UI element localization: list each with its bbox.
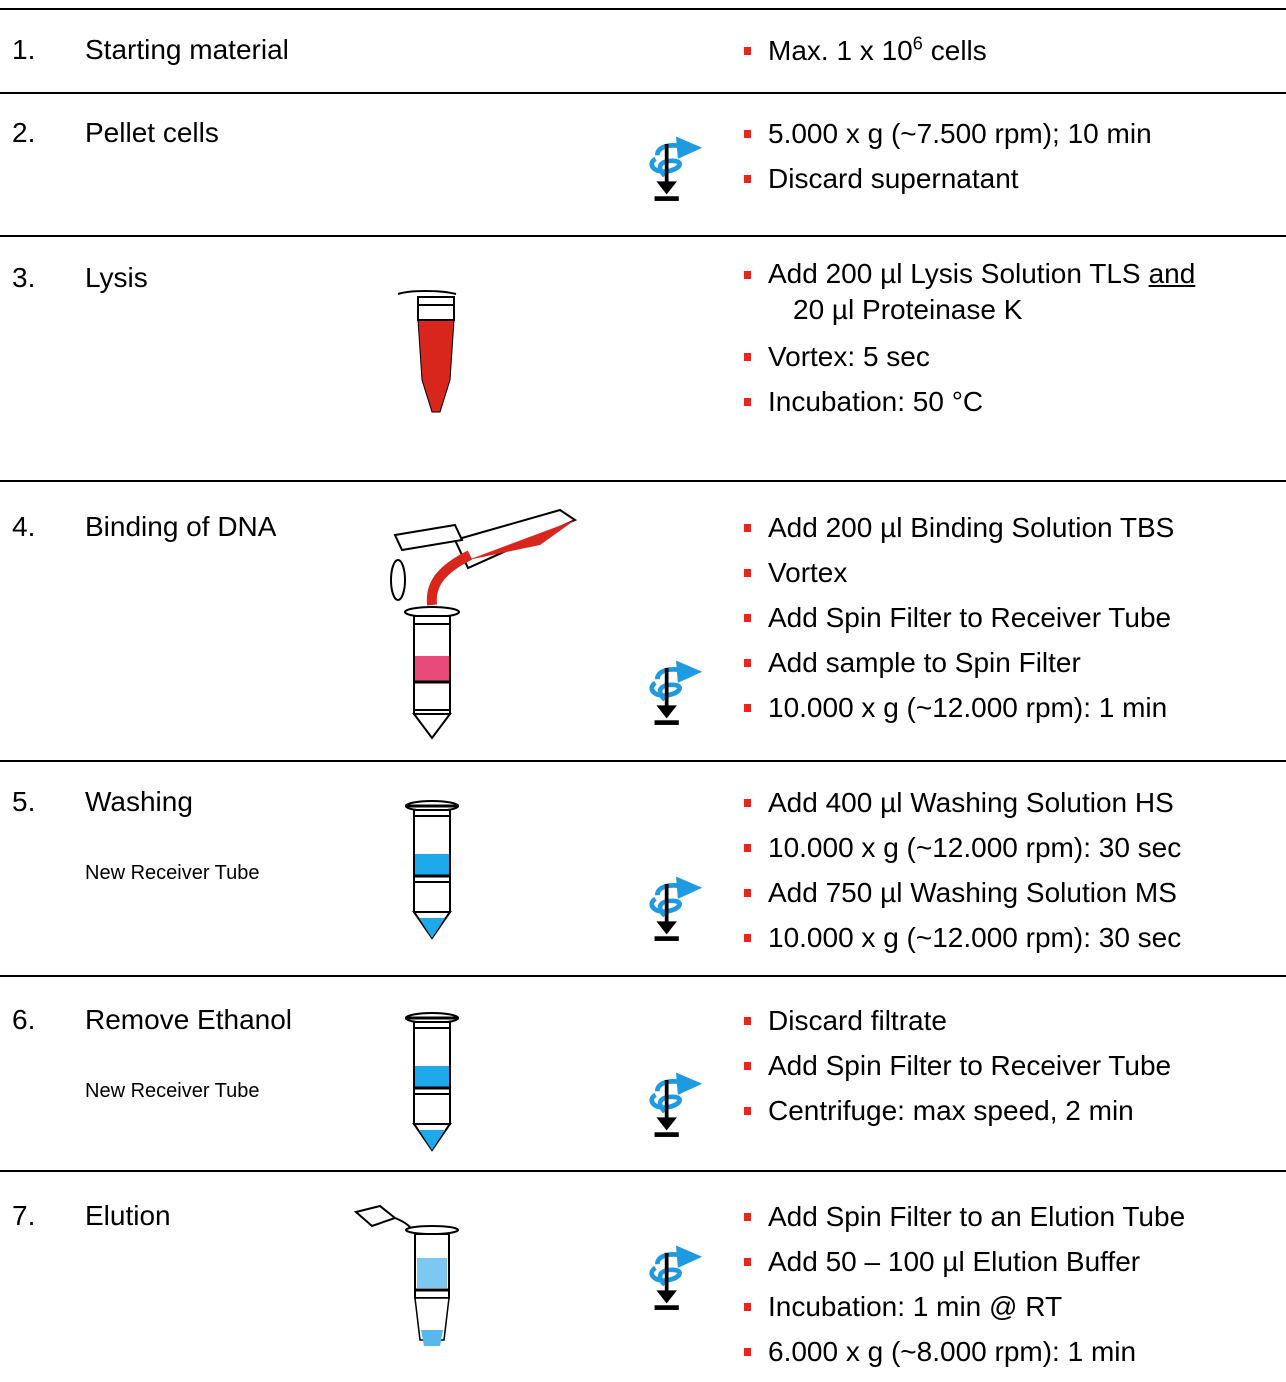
bullet: Add 50 – 100 µl Elution Buffer — [743, 1239, 1185, 1284]
bullet: Max. 1 x 106 cells — [744, 28, 987, 73]
step-number: 4. — [12, 511, 36, 542]
bullet-list: Add 200 µl Binding Solution TBS Vortex Add… — [743, 505, 1174, 730]
bullet: Add 200 µl Binding Solution TBS — [743, 505, 1174, 550]
bullet: Add 750 µl Washing Solution MS — [743, 870, 1181, 915]
step-title: Lysis — [85, 262, 148, 293]
bullet-text: 20 µl Proteinase K — [793, 294, 1023, 325]
step-note: New Receiver Tube — [85, 1080, 260, 1102]
rule — [0, 760, 1286, 762]
step-number: 2. — [12, 117, 36, 148]
rule — [0, 480, 1286, 482]
step-title: Binding of DNA — [85, 511, 277, 542]
bullet-text: Max. 1 x 10 — [768, 35, 913, 66]
bullet: Vortex: 5 sec — [743, 334, 1195, 379]
bullet: Discard filtrate — [743, 998, 1171, 1043]
step-title: Remove Ethanol — [85, 1004, 293, 1035]
underlined-text: and — [1148, 258, 1196, 289]
bullet-text: Add 200 µl Lysis Solution TLS — [768, 258, 1141, 289]
bullet: Add Spin Filter to Receiver Tube — [743, 595, 1174, 640]
bullet: 6.000 x g (~8.000 rpm): 1 min — [743, 1329, 1185, 1374]
bullet-list: Max. 1 x 106 cells — [744, 28, 987, 73]
bullet: Discard supernatant — [744, 156, 1152, 201]
bullet: Incubation: 50 °C — [743, 379, 1195, 424]
bullet-list: Discard filtrate Add Spin Filter to Recei… — [743, 998, 1171, 1133]
bullet-list: 5.000 x g (~7.500 rpm); 10 min Discard su… — [744, 111, 1152, 201]
bullet: 10.000 x g (~12.000 rpm): 1 min — [743, 685, 1174, 730]
bullet: Centrifuge: max speed, 2 min — [743, 1088, 1171, 1133]
step-number: 6. — [12, 1004, 36, 1035]
bullet-list: Add Spin Filter to an Elution Tube Add 50… — [743, 1194, 1185, 1374]
bullet: 10.000 x g (~12.000 rpm): 30 sec — [743, 825, 1181, 870]
rule — [0, 975, 1286, 977]
bullet-list: Add 200 µl Lysis Solution TLS and 20 µl Pr… — [743, 256, 1196, 424]
bullet: Add sample to Spin Filter — [743, 640, 1174, 685]
rule — [0, 1170, 1286, 1172]
step-number: 5. — [12, 786, 36, 817]
bullet: Add 400 µl Washing Solution HS — [743, 780, 1181, 825]
step-title: Elution — [85, 1200, 171, 1231]
rule — [0, 235, 1286, 237]
bullet: 5.000 x g (~7.500 rpm); 10 min — [744, 111, 1152, 156]
bullet: Add Spin Filter to Receiver Tube — [743, 1043, 1171, 1088]
step-number: 7. — [12, 1200, 36, 1231]
bullet-list: Add 400 µl Washing Solution HS 10.000 x g… — [743, 780, 1181, 960]
rule — [0, 8, 1286, 10]
bullet-text: cells — [930, 35, 987, 66]
rule — [0, 92, 1286, 94]
step-number: 3. — [12, 262, 36, 293]
step-title: Pellet cells — [85, 117, 219, 148]
bullet: Add Spin Filter to an Elution Tube — [743, 1194, 1185, 1239]
bullet: Vortex — [743, 550, 1174, 595]
bullet: Add 200 µl Lysis Solution TLS and 20 µl Pr… — [743, 256, 1196, 334]
bullet: 10.000 x g (~12.000 rpm): 30 sec — [743, 915, 1181, 960]
bullet: Incubation: 1 min @ RT — [743, 1284, 1185, 1329]
step-title: Washing — [85, 786, 193, 817]
step-number: 1. — [12, 34, 36, 65]
step-title: Starting material — [85, 34, 289, 65]
superscript: 6 — [912, 33, 923, 54]
step-note: New Receiver Tube — [85, 862, 260, 884]
